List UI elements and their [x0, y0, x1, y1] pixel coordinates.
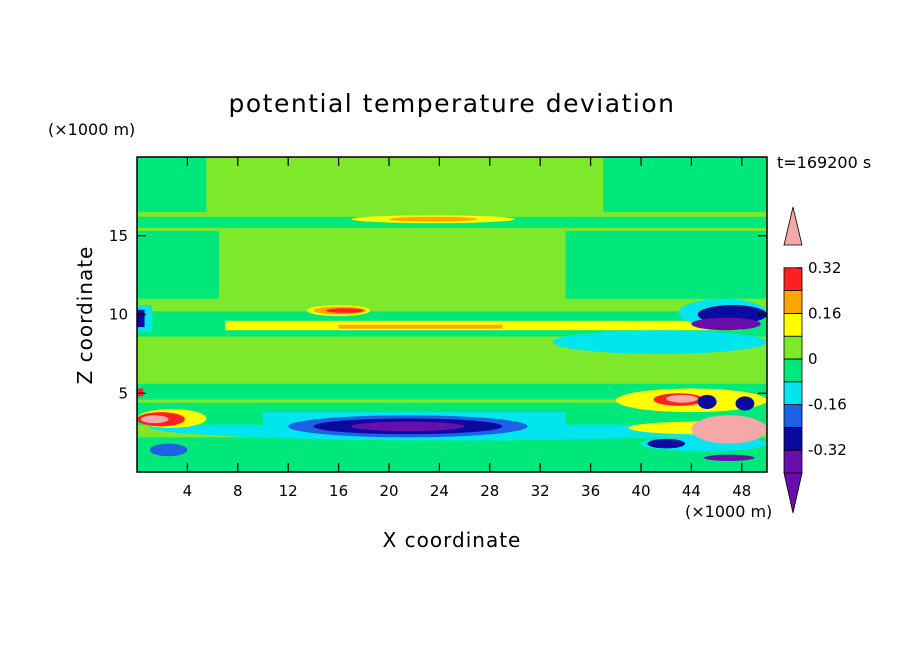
contour-region-36 [704, 454, 755, 461]
contour-region-27 [137, 388, 144, 397]
colorbar-tick-label: 0.32 [808, 259, 841, 277]
colorbar-segment [783, 449, 803, 474]
chart-title: potential temperature deviation [229, 89, 676, 118]
contour-field [137, 157, 767, 472]
colorbar-segment [783, 335, 803, 360]
x-tick-label: 12 [279, 482, 298, 500]
contour-region-5 [603, 157, 767, 213]
x-tick-label: 24 [430, 482, 449, 500]
contour-region-34 [647, 438, 686, 449]
x-tick-label: 20 [379, 482, 398, 500]
contour-region-39 [552, 330, 767, 354]
x-tick-label: 36 [581, 482, 600, 500]
x-tick-label: 16 [329, 482, 348, 500]
x-tick-label: 4 [183, 482, 193, 500]
contour-region-35 [691, 415, 767, 444]
y-tick-label: 5 [118, 384, 128, 402]
colorbar-under-arrow [783, 472, 803, 514]
x-tick-label: 32 [531, 482, 550, 500]
y-tick-label: 10 [109, 306, 128, 324]
colorbar-segment [783, 312, 803, 337]
x-axis-ticks: 4 8 12 16 20 24 28 32 36 40 44 48 [183, 157, 751, 500]
contour-region-18 [389, 216, 478, 222]
x-tick-label: 8 [233, 482, 243, 500]
colorbar: 0.32 0.16 0 -0.16 -0.32 [783, 206, 847, 514]
contour-region-37 [697, 394, 717, 409]
x-axis-label: X coordinate [383, 528, 522, 552]
y-axis-ticks: 5 10 15 [109, 227, 767, 402]
contour-region-23 [137, 309, 145, 328]
colorbar-over-arrow [783, 206, 803, 246]
y-axis-label: Z coordinate [73, 246, 97, 385]
contour-region-42 [691, 317, 761, 331]
colorbar-segment [783, 426, 803, 451]
contour-region-28 [149, 443, 188, 457]
contour-region-2 [137, 383, 767, 400]
contour-region-38 [735, 396, 755, 411]
x-tick-label: 44 [682, 482, 701, 500]
x-tick-label: 28 [480, 482, 499, 500]
colorbar-tick-label: -0.16 [808, 396, 847, 414]
colorbar-segment [783, 381, 803, 405]
colorbar-segment [783, 290, 803, 314]
colorbar-tick-label: 0.16 [808, 304, 841, 322]
contour-region-6 [137, 231, 219, 299]
contour-region-31 [666, 394, 698, 403]
contour-region-16 [338, 324, 503, 329]
x-tick-label: 40 [631, 482, 650, 500]
colorbar-segment [783, 404, 803, 428]
colorbar-segment [783, 358, 803, 383]
contour-region-7 [565, 231, 767, 299]
x-axis-unit: (×1000 m) [685, 502, 772, 521]
colorbar-tick-label: -0.32 [808, 441, 847, 459]
colorbar-tick-label: 0 [808, 350, 818, 368]
time-label: t=169200 s [777, 153, 871, 172]
colorbar-segment [783, 267, 803, 291]
contour-region-21 [326, 308, 364, 313]
contour-region-4 [137, 157, 207, 213]
y-axis-unit: (×1000 m) [48, 120, 135, 139]
contour-region-14 [351, 421, 465, 432]
x-tick-label: 48 [732, 482, 751, 500]
y-tick-label: 15 [109, 227, 128, 245]
contour-region-26 [140, 415, 169, 424]
